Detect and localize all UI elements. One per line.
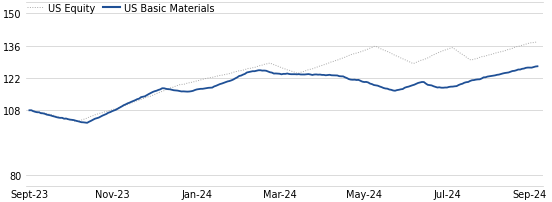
Legend: US Equity, US Basic Materials: US Equity, US Basic Materials [26,4,215,14]
